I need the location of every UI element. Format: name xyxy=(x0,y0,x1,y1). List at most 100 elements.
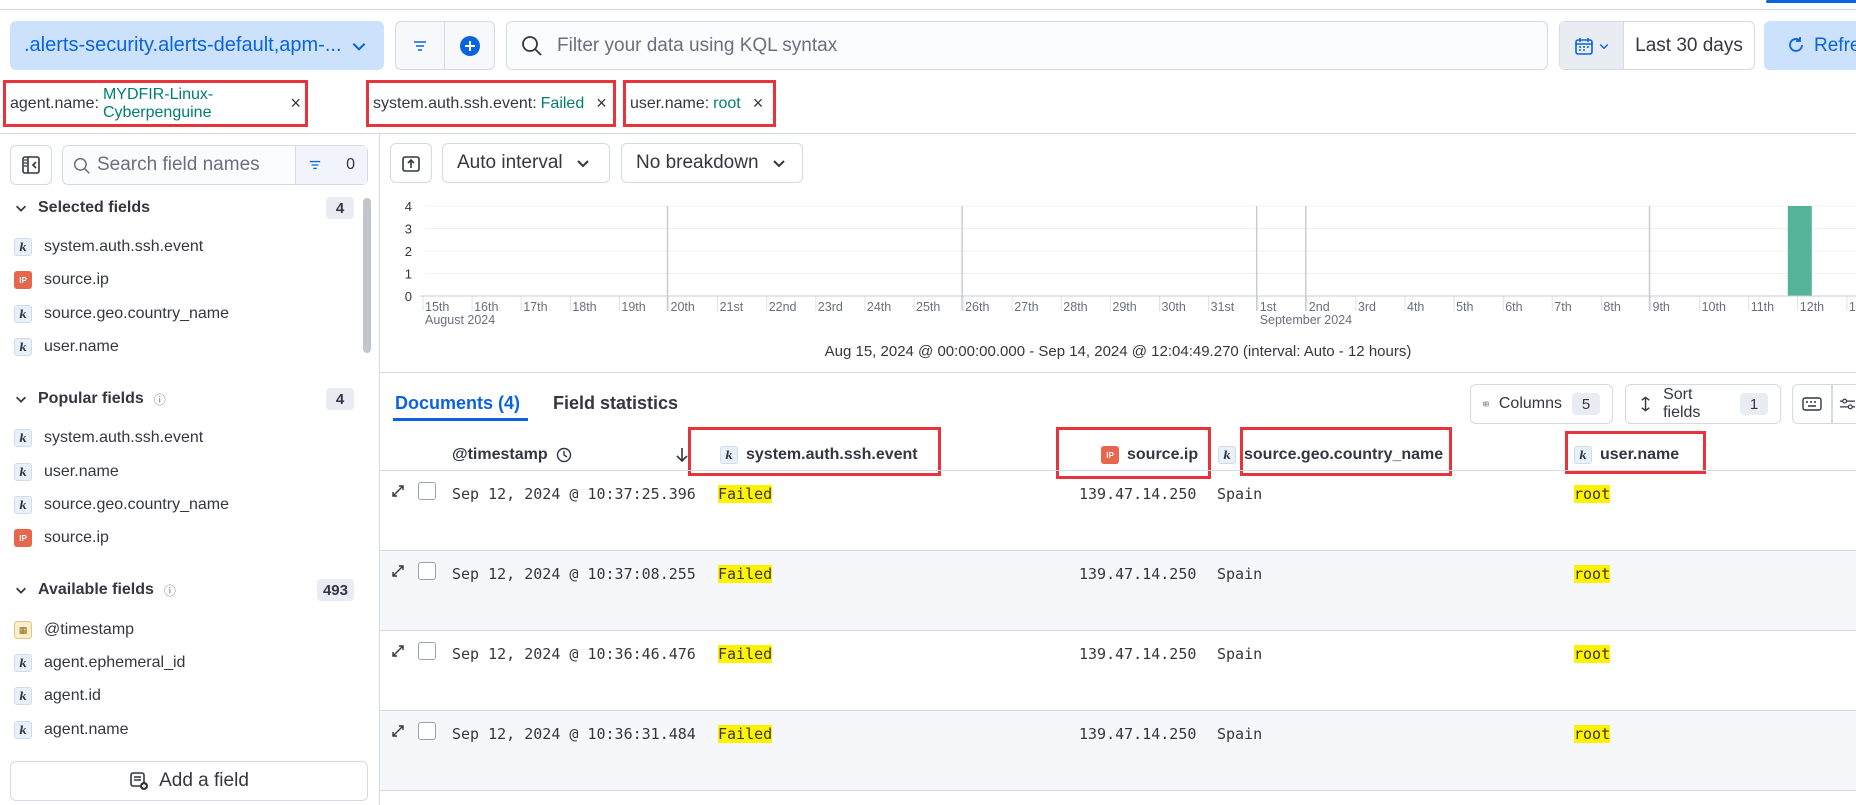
field-item[interactable]: k agent.id xyxy=(14,682,101,710)
divider xyxy=(380,550,1856,551)
query-menu-button[interactable] xyxy=(396,22,445,69)
field-item[interactable]: IP source.ip xyxy=(14,524,109,552)
histogram-chart[interactable]: 0 1 2 3 4 15th 16th 17th 18th 19th 20th 21st 22nd 23r… xyxy=(380,196,1856,336)
sort-fields-button[interactable]: Sort fields 1 xyxy=(1625,384,1781,424)
filter-key: system.auth.ssh.event: xyxy=(373,94,537,112)
filter-key: user.name: xyxy=(630,94,710,112)
field-type-filter-button[interactable]: 0 xyxy=(295,146,367,184)
keyword-type-icon: k xyxy=(1218,446,1236,464)
field-item[interactable]: IP source.ip xyxy=(14,266,109,294)
column-header-country[interactable]: k source.geo.country_name xyxy=(1218,440,1443,470)
tab-field-statistics[interactable]: Field statistics xyxy=(553,393,679,413)
filter-pill-agent-name[interactable]: agent.name: MYDFIR-Linux-Cyberpenguine × xyxy=(3,80,308,127)
expand-icon[interactable] xyxy=(390,563,406,579)
cell-user-name: root xyxy=(1574,485,1611,503)
x-tick-label: 21st xyxy=(720,300,744,314)
column-header-timestamp[interactable]: @timestamp xyxy=(452,440,572,470)
sidebar-scrollbar[interactable] xyxy=(363,198,371,353)
field-item[interactable]: k system.auth.ssh.event xyxy=(14,233,203,261)
available-fields-header[interactable]: Available fields ⓘ 493 xyxy=(14,576,354,604)
expand-icon[interactable] xyxy=(390,643,406,659)
row-checkbox[interactable] xyxy=(418,482,436,500)
x-tick-label: 30th xyxy=(1162,300,1186,314)
breakdown-select[interactable]: No breakdown xyxy=(621,143,803,183)
clock-icon xyxy=(556,447,571,463)
field-name: source.ip xyxy=(44,529,109,546)
chart-options-button[interactable] xyxy=(390,143,432,183)
header-label: system.auth.ssh.event xyxy=(746,446,918,463)
add-field-button[interactable]: Add a field xyxy=(10,761,368,801)
x-tick-label: 25th xyxy=(916,300,940,314)
date-picker: Last 30 days xyxy=(1559,21,1755,70)
field-item[interactable]: k source.geo.country_name xyxy=(14,300,229,328)
table-columns-icon xyxy=(1483,401,1489,407)
data-view-picker[interactable]: .alerts-security.alerts-default,apm-... xyxy=(10,21,384,70)
field-item[interactable]: k user.name xyxy=(14,333,119,361)
active-tab-indicator xyxy=(393,418,528,421)
column-header-source-ip[interactable]: IP source.ip xyxy=(1101,440,1198,470)
cell-country: Spain xyxy=(1217,645,1263,663)
expand-icon[interactable] xyxy=(390,723,406,739)
row-checkbox[interactable] xyxy=(418,722,436,740)
close-icon[interactable]: × xyxy=(290,93,301,113)
field-search-input[interactable]: Search field names 0 xyxy=(62,145,368,185)
keyword-type-icon: k xyxy=(14,654,32,672)
info-icon[interactable]: ⓘ xyxy=(153,392,166,407)
table-row[interactable]: Sep 12, 2024 @ 10:37:08.255 Failed 139.4… xyxy=(380,551,1856,631)
date-range-label[interactable]: Last 30 days xyxy=(1635,34,1743,56)
row-checkbox[interactable] xyxy=(418,562,436,580)
field-name: system.auth.ssh.event xyxy=(44,238,204,255)
filter-pill-user-name[interactable]: user.name: root × xyxy=(623,80,776,127)
cell-source-ip: 139.47.14.250 xyxy=(1079,645,1197,663)
field-name: agent.id xyxy=(44,687,101,704)
ip-type-icon: IP xyxy=(14,271,32,289)
refresh-button[interactable]: Refre xyxy=(1764,21,1856,70)
collapse-sidebar-button[interactable] xyxy=(10,145,52,185)
quick-menu-button[interactable] xyxy=(1560,22,1624,69)
sort-descending-icon[interactable] xyxy=(675,446,689,464)
x-tick-label: 13th xyxy=(1849,300,1856,314)
section-count: 493 xyxy=(316,579,354,601)
table-row[interactable]: Sep 12, 2024 @ 10:36:46.476 Failed 139.4… xyxy=(380,631,1856,711)
columns-button[interactable]: Columns 5 xyxy=(1470,384,1613,424)
field-item[interactable]: k user.name xyxy=(14,458,119,486)
column-header-user-name[interactable]: k user.name xyxy=(1574,440,1679,470)
field-item[interactable]: k source.geo.country_name xyxy=(14,491,229,519)
kql-search-input[interactable]: Filter your data using KQL syntax xyxy=(506,21,1548,70)
field-item[interactable]: k agent.ephemeral_id xyxy=(14,649,185,677)
ip-type-icon: IP xyxy=(14,529,32,547)
table-row[interactable]: Sep 12, 2024 @ 10:36:31.484 Failed 139.4… xyxy=(380,711,1856,791)
x-tick-label: 2nd xyxy=(1309,300,1330,314)
field-item[interactable]: k agent.name xyxy=(14,716,129,744)
section-count: 4 xyxy=(326,388,354,410)
expand-icon[interactable] xyxy=(390,483,406,499)
x-tick-label: 29th xyxy=(1112,300,1136,314)
selected-fields-header[interactable]: Selected fields 4 xyxy=(14,194,354,222)
column-header-ssh-event[interactable]: k system.auth.ssh.event xyxy=(720,440,918,470)
divider xyxy=(0,133,1856,134)
field-name: source.ip xyxy=(44,271,109,288)
x-tick-label: 31st xyxy=(1211,300,1235,314)
x-tick-label: 10th xyxy=(1702,300,1726,314)
columns-count: 5 xyxy=(1572,393,1600,415)
tab-documents[interactable]: Documents (4) xyxy=(395,393,521,413)
info-icon[interactable]: ⓘ xyxy=(163,583,176,598)
keyboard-shortcuts-button[interactable] xyxy=(1792,384,1832,424)
close-icon[interactable]: × xyxy=(596,93,607,113)
field-item[interactable]: ▦ @timestamp xyxy=(14,616,134,644)
close-icon[interactable]: × xyxy=(752,93,764,113)
chevron-down-icon xyxy=(16,205,26,212)
field-item[interactable]: k system.auth.ssh.event xyxy=(14,424,203,452)
row-checkbox[interactable] xyxy=(418,642,436,660)
keyword-type-icon: k xyxy=(720,446,738,464)
popular-fields-header[interactable]: Popular fields ⓘ 4 xyxy=(14,385,354,413)
x-tick-label: 24th xyxy=(867,300,891,314)
section-title: Available fields xyxy=(38,581,154,598)
filter-pill-ssh-event[interactable]: system.auth.ssh.event: Failed × xyxy=(366,80,616,127)
interval-select[interactable]: Auto interval xyxy=(442,143,610,183)
table-row[interactable]: Sep 12, 2024 @ 10:37:25.396 Failed 139.4… xyxy=(380,471,1856,551)
filter-icon xyxy=(309,160,321,170)
display-settings-button[interactable] xyxy=(1832,384,1856,424)
add-filter-button[interactable] xyxy=(445,22,494,69)
cell-ssh-event: Failed xyxy=(718,565,773,583)
